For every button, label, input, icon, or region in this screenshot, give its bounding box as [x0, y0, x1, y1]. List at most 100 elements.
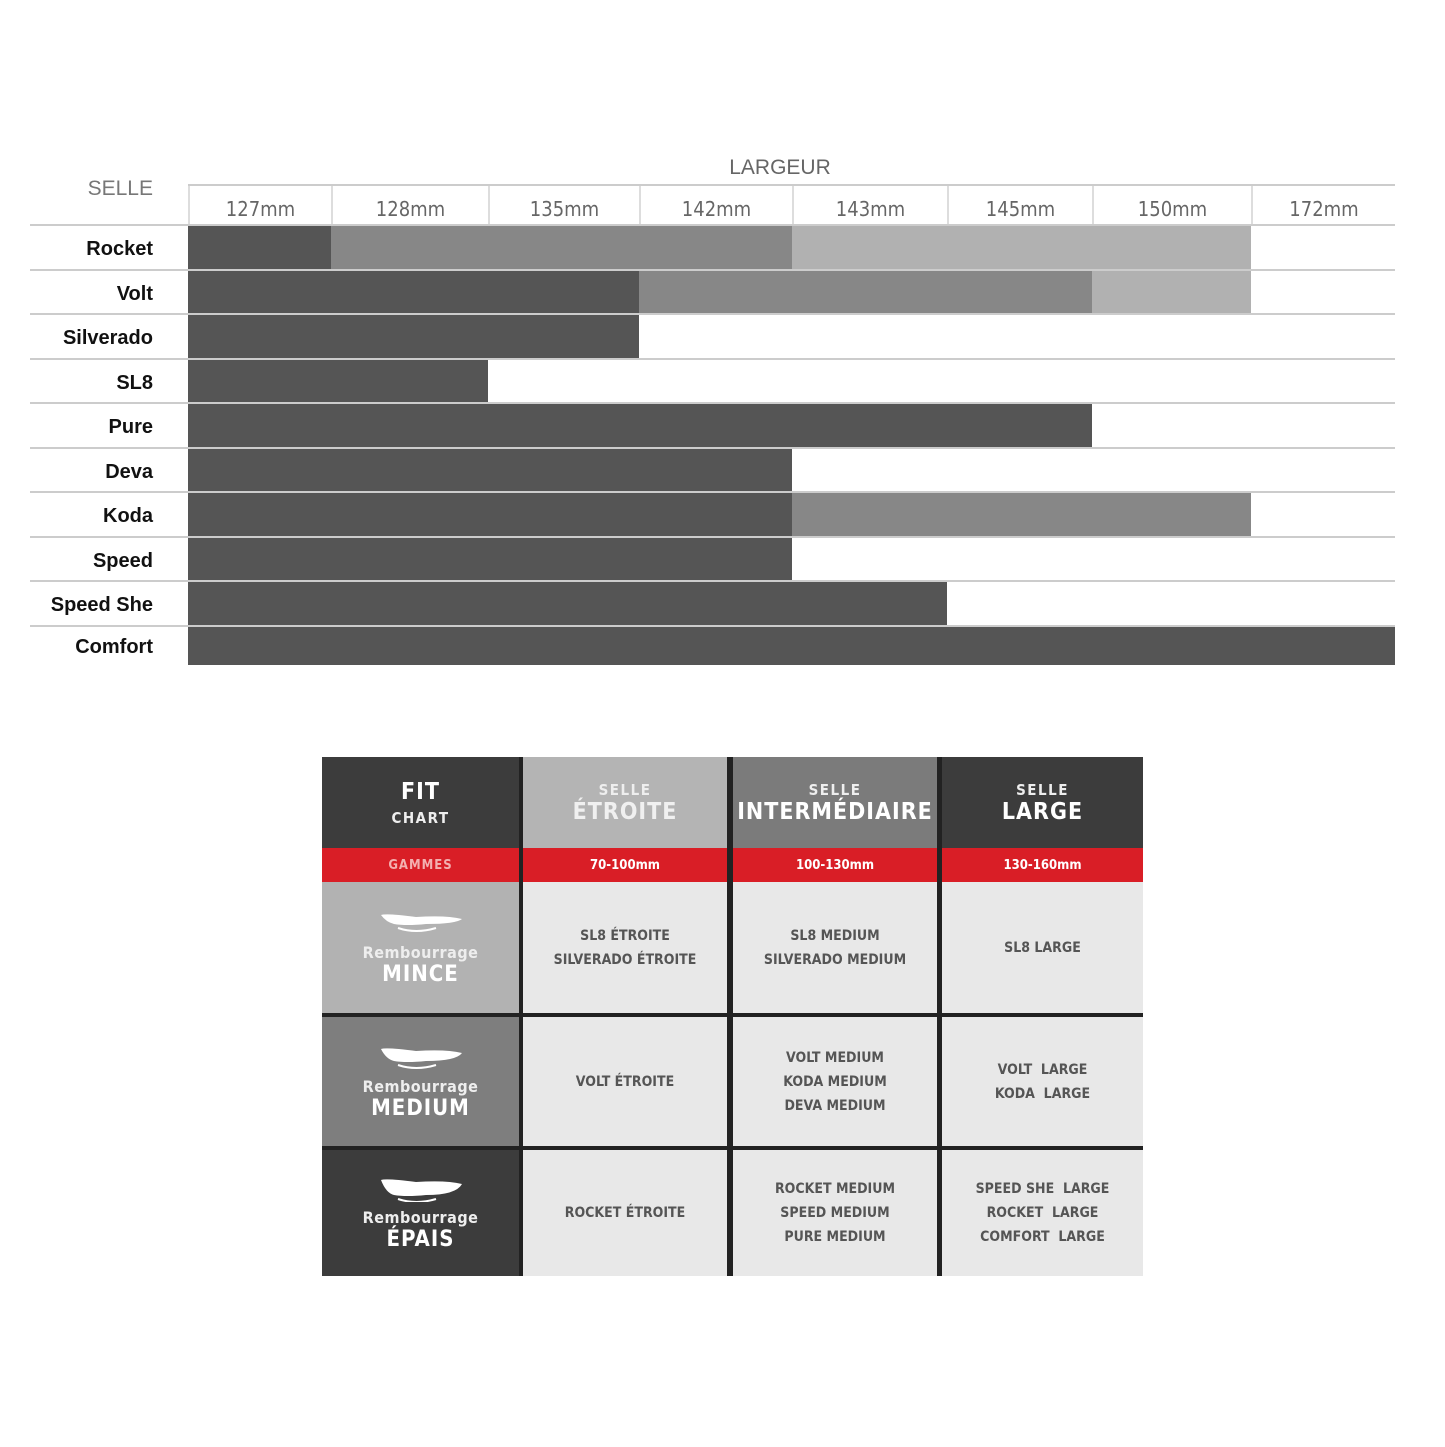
model-name: VOLT ÉTROITE [575, 1073, 675, 1090]
padding-row-header-2: Rembourrage ÉPAIS [322, 1150, 519, 1276]
model-cell: ROCKET MEDIUM SPEED MEDIUM PURE MEDIUM [733, 1150, 937, 1276]
bar-segment-mid [792, 493, 1251, 537]
model-cell: SL8 ÉTROITE SILVERADO ÉTROITE [523, 882, 727, 1013]
row-label: Pure [108, 416, 153, 438]
range-band-2: 130-160mm [942, 848, 1143, 882]
padding-row-header-1: Rembourrage MEDIUM [322, 1017, 519, 1146]
gammes-band: GAMMES [322, 848, 519, 882]
model-cell: SPEED SHE LARGE ROCKET LARGE COMFORT LARGE [942, 1150, 1143, 1276]
column-big-label: ÉTROITE [572, 798, 678, 825]
saddle-icon [380, 1047, 462, 1069]
row-divider [30, 536, 1395, 538]
bar-segment-mid [331, 226, 792, 270]
column-label: 127mm [188, 186, 331, 225]
padding-level: MEDIUM [371, 1095, 470, 1121]
header-top-line [188, 184, 1395, 186]
bar-segment-dark [188, 538, 792, 581]
column-big-label: INTERMÉDIAIRE [737, 798, 933, 825]
column-small-label: SELLE [598, 780, 652, 799]
column-header-0: SELLE ÉTROITE [523, 757, 727, 848]
row-divider [30, 224, 1395, 226]
row-divider [30, 269, 1395, 271]
model-name: ROCKET LARGE [986, 1205, 1099, 1221]
model-name: DEVA MEDIUM [784, 1097, 886, 1114]
row-label: Speed She [50, 594, 153, 616]
model-name: SILVERADO MEDIUM [763, 951, 907, 968]
bar-segment-dark [188, 404, 1092, 448]
fit-chart-table: FIT CHART GAMMES SELLE ÉTROITE 70-100mm SELLE I… [322, 757, 1143, 1276]
column-label: 150mm [1092, 186, 1251, 225]
model-cell: VOLT ÉTROITE [523, 1017, 727, 1146]
padding-label: Rembourrage [362, 942, 479, 962]
model-name: SL8 ÉTROITE [580, 927, 670, 944]
row-label: Koda [103, 505, 153, 527]
padding-label: Rembourrage [362, 1208, 479, 1227]
bar-segment-dark [188, 449, 792, 492]
row-label: Rocket [86, 238, 153, 260]
row-label: Silverado [62, 327, 153, 349]
column-label: 142mm [639, 186, 792, 225]
column-label: 128mm [331, 186, 488, 225]
row-divider [30, 580, 1395, 582]
bar-segment-mid [639, 271, 1092, 314]
bar-segment-dark [188, 315, 639, 359]
width-range-chart: LARGEUR SELLE 127mm 128mm 135mm 142mm 143mm 1… [0, 0, 1445, 700]
bar-segment-dark [188, 582, 947, 626]
bar-segment-light [1092, 271, 1251, 314]
fit-label: FIT [401, 778, 440, 805]
model-name: KODA MEDIUM [783, 1073, 887, 1090]
model-name: PURE MEDIUM [784, 1229, 886, 1245]
range-band-0: 70-100mm [523, 848, 727, 882]
gammes-label: GAMMES [388, 857, 453, 873]
row-label: Speed [92, 550, 153, 572]
column-big-label: LARGE [1001, 798, 1084, 825]
range-label: 70-100mm [590, 857, 660, 873]
row-header: SELLE [87, 177, 153, 200]
bar-segment-dark [188, 271, 639, 314]
range-label: 130-160mm [1003, 857, 1082, 873]
model-name: ROCKET ÉTROITE [564, 1205, 686, 1221]
range-label: 100-130mm [795, 857, 875, 873]
model-name: KODA LARGE [994, 1085, 1091, 1102]
model-name: VOLT MEDIUM [786, 1049, 884, 1066]
row-label: Deva [105, 461, 153, 483]
row-label: Volt [116, 283, 153, 305]
row-divider [30, 447, 1395, 449]
model-name: SPEED MEDIUM [780, 1205, 890, 1221]
saddle-icon [380, 1179, 462, 1202]
bar-segment-dark [188, 627, 1395, 665]
model-name: SL8 LARGE [1004, 939, 1081, 956]
model-name: SILVERADO ÉTROITE [553, 951, 697, 968]
model-name: SL8 MEDIUM [790, 927, 880, 944]
bar-segment-light [792, 226, 1251, 270]
bar-segment-dark [188, 493, 792, 537]
model-name: ROCKET MEDIUM [774, 1181, 896, 1197]
padding-row-header-0: Rembourrage MINCE [322, 882, 519, 1013]
bar-segment-dark [188, 360, 488, 403]
column-header-2: SELLE LARGE [942, 757, 1143, 848]
saddle-icon [380, 913, 462, 932]
range-band-1: 100-130mm [733, 848, 937, 882]
column-label: 145mm [947, 186, 1092, 225]
model-cell: VOLT MEDIUM KODA MEDIUM DEVA MEDIUM [733, 1017, 937, 1146]
row-divider [30, 313, 1395, 315]
chart-label: CHART [391, 808, 450, 827]
model-name: SPEED SHE LARGE [975, 1181, 1110, 1197]
column-label: 172mm [1251, 186, 1395, 225]
row-divider [30, 402, 1395, 404]
corner-header: FIT CHART [322, 757, 519, 848]
model-cell: SL8 MEDIUM SILVERADO MEDIUM [733, 882, 937, 1013]
bar-segment-dark [188, 226, 331, 270]
model-name: COMFORT LARGE [980, 1229, 1105, 1245]
column-label: 143mm [792, 186, 947, 225]
row-divider [30, 358, 1395, 360]
model-cell: VOLT LARGE KODA LARGE [942, 1017, 1143, 1146]
model-name: VOLT LARGE [997, 1061, 1088, 1078]
padding-level: MINCE [382, 961, 459, 987]
row-label: SL8 [116, 372, 153, 394]
model-cell: ROCKET ÉTROITE [523, 1150, 727, 1276]
row-divider [30, 625, 1395, 627]
model-cell: SL8 LARGE [942, 882, 1143, 1013]
column-label: 135mm [488, 186, 639, 225]
chart-title: LARGEUR [729, 156, 831, 179]
